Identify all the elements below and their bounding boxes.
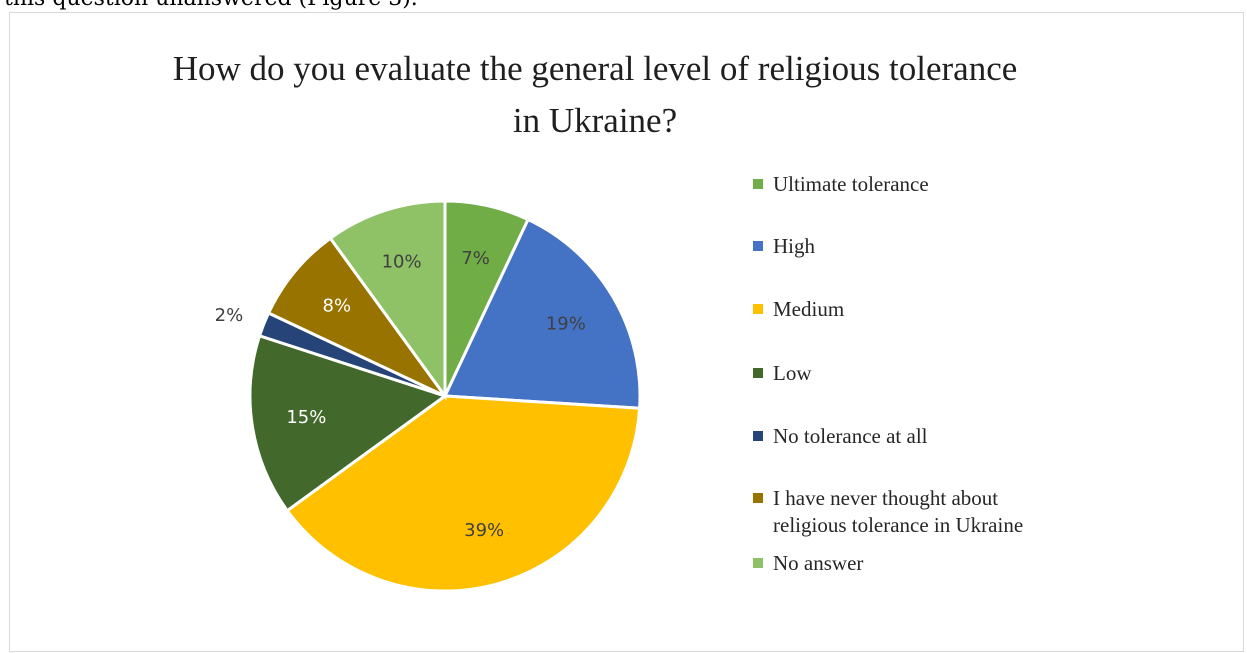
- pie-slice-5: [266, 236, 447, 398]
- legend-swatch-1: [753, 241, 763, 251]
- pie-data-label-1: 19%: [546, 314, 586, 335]
- pie-data-label-3: 15%: [286, 407, 326, 428]
- pie-data-label-4: 2%: [215, 305, 244, 326]
- legend-item-2: Medium: [753, 296, 1073, 323]
- legend-label-0: Ultimate tolerance: [773, 172, 929, 196]
- legend-swatch-0: [753, 179, 763, 189]
- pie-data-label-5: 8%: [323, 296, 352, 317]
- legend-swatch-2: [753, 304, 763, 314]
- legend-label-1: High: [773, 234, 815, 258]
- legend-item-4: No tolerance at all: [753, 423, 1073, 450]
- pie-data-label-2: 39%: [464, 520, 504, 541]
- pie-slice-3: [248, 333, 449, 513]
- legend-item-5: I have never thought about religious tol…: [753, 485, 1073, 539]
- legend-swatch-3: [753, 368, 763, 378]
- chart-frame: How do you evaluate the general level of…: [9, 12, 1244, 652]
- legend-swatch-6: [753, 558, 763, 568]
- chart-title: How do you evaluate the general level of…: [172, 49, 1018, 140]
- pie-slice-6: [328, 199, 447, 401]
- legend-item-1: High: [753, 233, 1073, 260]
- pie-data-label-6: 10%: [382, 251, 422, 272]
- pie-slice-2: [285, 394, 642, 593]
- legend-swatch-4: [753, 431, 763, 441]
- legend-label-5: I have never thought about religious tol…: [773, 486, 1024, 537]
- legend-item-0: Ultimate tolerance: [753, 171, 1073, 198]
- legend-label-2: Medium: [773, 297, 845, 321]
- legend-label-6: No answer: [773, 551, 864, 575]
- legend-label-3: Low: [773, 361, 812, 385]
- pie-chart: 7% 19% 39% 15% 2% 8% 10%: [215, 199, 642, 593]
- legend-swatch-5: [753, 493, 763, 503]
- pie-slice-1: [442, 217, 642, 410]
- legend-label-4: No tolerance at all: [773, 424, 928, 448]
- legend-item-3: Low: [753, 360, 1073, 387]
- pie-data-label-0: 7%: [461, 248, 490, 269]
- caption-fragment: this question unanswered (Figure 3).: [4, 0, 418, 11]
- legend-item-6: No answer: [753, 550, 1073, 577]
